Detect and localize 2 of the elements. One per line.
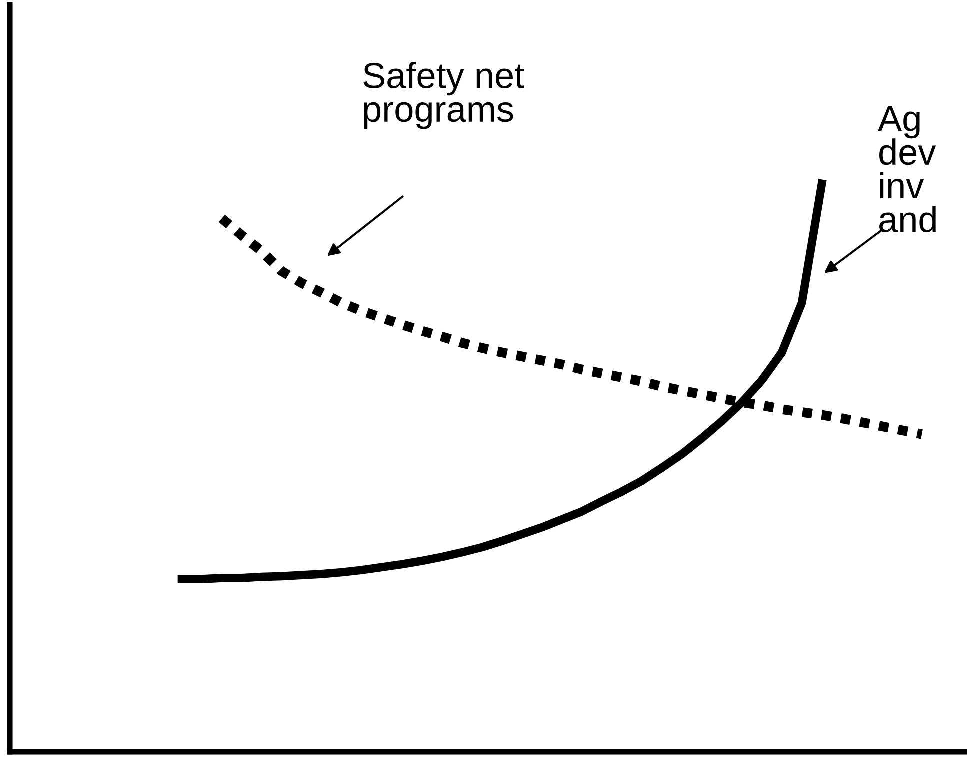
- annotation: Ag dev inv and: [878, 106, 936, 233]
- text: Safety net programs: [364, 62, 524, 130]
